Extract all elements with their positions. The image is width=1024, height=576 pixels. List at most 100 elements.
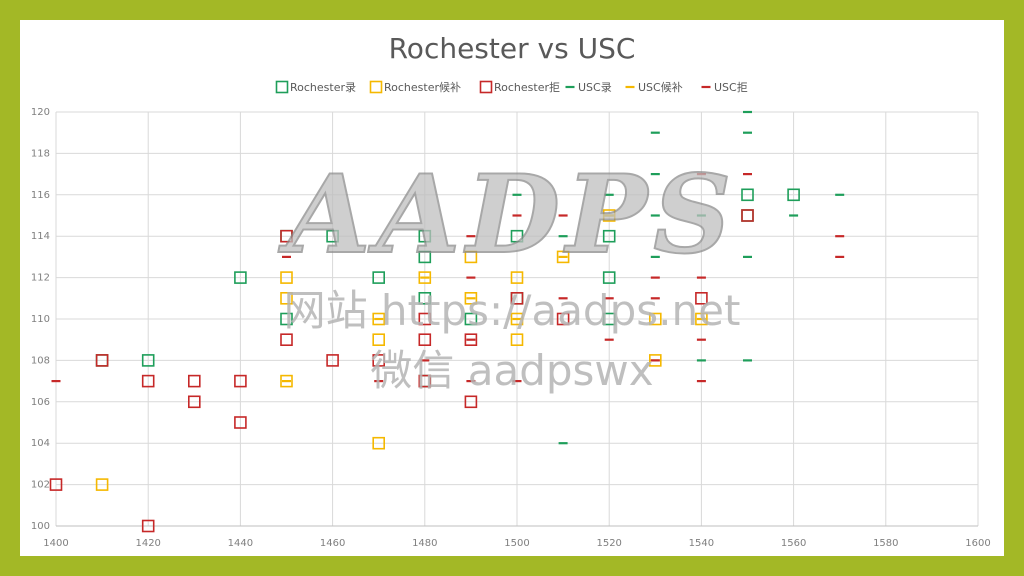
y-tick-label: 112 bbox=[31, 273, 50, 284]
data-point bbox=[418, 374, 432, 388]
data-point bbox=[141, 374, 155, 388]
data-point bbox=[648, 312, 662, 326]
watermark-wechat: 微信 aadpswx bbox=[370, 346, 653, 395]
x-tick-label: 1580 bbox=[873, 538, 898, 549]
legend-entry: Rochester录 bbox=[275, 80, 356, 94]
y-tick-label: 114 bbox=[31, 231, 50, 242]
x-tick-label: 1420 bbox=[135, 538, 160, 549]
x-tick-label: 1440 bbox=[228, 538, 253, 549]
data-point bbox=[418, 312, 432, 326]
x-tick-label: 1460 bbox=[320, 538, 345, 549]
data-point bbox=[695, 312, 708, 326]
data-point bbox=[787, 188, 800, 202]
x-tick-label: 1560 bbox=[781, 538, 806, 549]
data-point bbox=[602, 229, 616, 243]
legend-entry: Rochester拒 bbox=[479, 80, 560, 94]
data-point bbox=[602, 271, 616, 284]
slide-canvas: Rochester vs USC Rochester录 Rochester候补 Ro… bbox=[20, 20, 1004, 556]
data-point bbox=[510, 291, 524, 305]
data-point bbox=[510, 229, 524, 243]
data-point bbox=[280, 271, 293, 284]
data-point bbox=[464, 395, 478, 409]
legend-marker bbox=[275, 80, 289, 94]
data-point bbox=[510, 312, 524, 326]
data-point bbox=[372, 354, 386, 367]
data-point bbox=[188, 374, 201, 388]
data-point bbox=[188, 395, 201, 409]
data-point bbox=[280, 312, 293, 326]
watermark: AADPS 网站 https://aadps.net 微信 aadpswx bbox=[277, 151, 741, 395]
x-tick-label: 1540 bbox=[689, 538, 714, 549]
data-point bbox=[372, 436, 386, 450]
data-point bbox=[326, 354, 339, 367]
data-point bbox=[234, 416, 247, 429]
data-point bbox=[464, 250, 478, 264]
y-tick-label: 118 bbox=[31, 148, 50, 159]
data-point bbox=[141, 519, 155, 533]
y-tick-label: 110 bbox=[31, 314, 50, 325]
data-point bbox=[280, 229, 293, 243]
legend-entry: Rochester候补 bbox=[369, 80, 461, 94]
y-tick-label: 106 bbox=[31, 397, 50, 408]
data-point bbox=[556, 250, 570, 264]
data-point bbox=[510, 333, 524, 347]
data-point bbox=[464, 291, 478, 305]
data-point bbox=[418, 271, 432, 284]
data-point bbox=[418, 333, 432, 347]
y-tick-label: 102 bbox=[31, 480, 50, 491]
chart-marks bbox=[49, 110, 845, 533]
data-point bbox=[510, 271, 524, 284]
data-point bbox=[418, 229, 432, 243]
data-point bbox=[464, 333, 478, 347]
data-point bbox=[280, 333, 293, 347]
data-point bbox=[280, 374, 293, 388]
data-point bbox=[372, 333, 386, 347]
data-point bbox=[648, 354, 662, 367]
chart-tick-labels: 100 102 104 106 108 110 112 114 116 118 120 1400 142… bbox=[31, 107, 991, 549]
legend-label: USC录 bbox=[578, 81, 612, 94]
data-point bbox=[741, 188, 754, 202]
y-tick-label: 116 bbox=[31, 190, 50, 201]
data-point bbox=[464, 312, 478, 326]
y-tick-label: 100 bbox=[31, 521, 50, 532]
chart-legend: Rochester录 Rochester候补 Rochester拒 USC录 USC候补… bbox=[275, 80, 748, 94]
legend-entry: USC拒 bbox=[701, 81, 748, 94]
data-point bbox=[556, 312, 570, 326]
watermark-site: 网站 https://aadps.net bbox=[284, 286, 741, 335]
y-tick-label: 108 bbox=[31, 355, 50, 366]
data-point bbox=[49, 478, 63, 491]
data-point bbox=[234, 271, 247, 284]
y-tick-label: 120 bbox=[31, 107, 50, 118]
x-tick-label: 1400 bbox=[43, 538, 68, 549]
y-tick-label: 104 bbox=[31, 438, 50, 449]
x-tick-label: 1500 bbox=[504, 538, 529, 549]
data-point bbox=[280, 291, 293, 305]
data-point bbox=[95, 478, 109, 491]
legend-entry: USC录 bbox=[565, 81, 612, 94]
data-point bbox=[326, 229, 339, 243]
legend-marker bbox=[479, 80, 493, 94]
data-point bbox=[141, 354, 155, 367]
data-point bbox=[234, 374, 247, 388]
legend-label: Rochester拒 bbox=[494, 81, 560, 94]
data-point bbox=[602, 312, 616, 326]
watermark-logo: AADPS bbox=[278, 152, 737, 278]
chart-gridlines bbox=[55, 111, 979, 527]
legend-marker bbox=[369, 80, 383, 94]
data-point bbox=[695, 291, 708, 305]
data-point bbox=[418, 250, 432, 264]
data-point bbox=[95, 354, 109, 367]
legend-label: Rochester录 bbox=[290, 81, 356, 94]
data-point bbox=[602, 209, 616, 222]
scatter-chart: Rochester vs USC Rochester录 Rochester候补 Ro… bbox=[31, 32, 991, 549]
data-point bbox=[418, 291, 432, 305]
x-tick-label: 1520 bbox=[596, 538, 621, 549]
legend-label: USC拒 bbox=[714, 81, 748, 94]
data-point bbox=[372, 312, 386, 326]
legend-entry: USC候补 bbox=[625, 80, 683, 94]
legend-label: Rochester候补 bbox=[384, 80, 461, 94]
data-point bbox=[741, 209, 754, 222]
chart-title: Rochester vs USC bbox=[389, 32, 636, 65]
x-tick-label: 1480 bbox=[412, 538, 437, 549]
data-point bbox=[741, 209, 754, 222]
